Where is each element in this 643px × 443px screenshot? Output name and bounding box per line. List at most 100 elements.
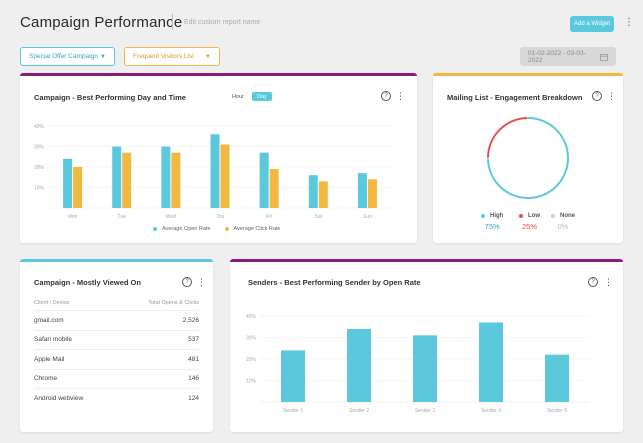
x-tick-label: Sender 3 (415, 408, 436, 414)
date-range-value: 01-02-2022 - 03-03-2022 (528, 49, 586, 64)
legend-low-label: Low (528, 213, 540, 219)
day-time-widget: Campaign - Best Performing Day and Time … (20, 73, 417, 243)
legend-open-label: Average Open Rate (162, 226, 211, 232)
campaign-select[interactable]: Special Offer Campaign ▼ (20, 47, 115, 66)
viewed-title: Campaign - Mostly Viewed On (34, 278, 141, 287)
add-widget-button[interactable]: Add a Widget (570, 16, 614, 32)
y-tick-label: 30% (34, 145, 45, 151)
y-tick-label: 40% (246, 314, 257, 320)
donut-slice-high (487, 117, 569, 199)
help-icon[interactable]: ? (588, 277, 598, 287)
x-tick-label: Sender 2 (349, 408, 370, 414)
date-range-picker[interactable]: 01-02-2022 - 03-03-2022 (520, 47, 616, 66)
bar-thu-b (220, 144, 230, 208)
x-tick-label: Wed (166, 214, 176, 220)
chevron-down-icon: ▼ (100, 53, 106, 60)
legend-none: None 0% (551, 213, 575, 231)
legend-high: High 75% (481, 213, 503, 231)
row-client: Android webview (34, 394, 84, 402)
legend-none-label: None (560, 213, 575, 219)
bar-sun-a (357, 173, 367, 208)
more-options-icon[interactable]: ⋮ (197, 277, 206, 287)
edit-report-name[interactable]: Edit custom report name (184, 19, 261, 26)
row-client: gmail.com (34, 316, 64, 324)
legend-high-label: High (490, 213, 504, 219)
bar-wed-a (161, 146, 171, 208)
viewed-widget: Campaign - Mostly Viewed On ? ⋮ Client /… (20, 259, 213, 432)
x-tick-label: Sender 1 (283, 408, 304, 414)
bar-tue-b (122, 152, 132, 208)
title-divider (172, 14, 173, 30)
page-header: Campaign Performance Edit custom report … (0, 0, 643, 44)
x-tick-label: Mon (68, 214, 78, 220)
y-tick-label: 40% (34, 124, 45, 130)
table-row: Safari mobile 537 (34, 329, 199, 350)
legend-low-dot (519, 214, 523, 218)
row-total: 146 (188, 375, 199, 383)
x-tick-label: Tue (117, 214, 126, 220)
bar-tue-a (112, 146, 122, 208)
row-total: 2,526 (182, 316, 199, 324)
legend-click-label: Average Click Rate (233, 226, 281, 232)
senders-widget: Senders - Best Performing Sender by Open… (230, 259, 623, 432)
y-tick-label: 30% (246, 336, 257, 342)
legend-low-value: 25% (521, 222, 537, 231)
table-row: Apple Mail 481 (34, 349, 199, 369)
table-header: Client / Device Total Opens & Clicks (34, 296, 199, 310)
bar-wed-b (171, 152, 181, 208)
senders-chart: 10% 20% 30% 40% Sender 1 Sender 2 Sender 3 Send… (246, 314, 590, 414)
more-options-icon[interactable]: ⋮ (624, 17, 634, 28)
x-tick-label: Fri (266, 214, 272, 220)
row-client: Chrome (34, 375, 58, 383)
bar-thu-a (210, 134, 220, 208)
viewed-table: Client / Device Total Opens & Clicks gma… (34, 296, 199, 408)
day-time-chart: 10% 20% 30% 40% Mon Tue Wed Thu Fri Sat Sun (34, 124, 392, 220)
bar-sat-b (318, 181, 328, 208)
x-tick-label: Sun (363, 214, 372, 220)
help-icon[interactable]: ? (592, 91, 602, 101)
bar-sender-3-a (413, 335, 437, 402)
day-time-legend: Average Open Rate Average Click Rate (153, 226, 281, 232)
more-options-icon[interactable]: ⋮ (604, 277, 613, 287)
x-tick-label: Thu (216, 214, 225, 220)
bar-sender-4-a (479, 322, 503, 402)
list-select-value: Frequent Visitors List (133, 53, 194, 60)
bar-sender-5-a (545, 354, 569, 402)
calendar-icon (600, 53, 608, 61)
engagement-donut (487, 117, 569, 199)
y-tick-label: 10% (34, 186, 45, 192)
x-tick-label: Sat (315, 214, 323, 220)
bar-mon-a (63, 158, 73, 208)
mailing-title: Mailing List - Engagement Breakdown (447, 93, 583, 102)
y-tick-label: 10% (246, 379, 257, 385)
y-tick-label: 20% (246, 357, 257, 363)
x-tick-label: Sender 4 (481, 408, 502, 414)
legend-none-value: 0% (557, 222, 569, 231)
day-time-title: Campaign - Best Performing Day and Time (34, 93, 186, 102)
help-icon[interactable]: ? (381, 91, 391, 101)
col-client: Client / Device (34, 300, 70, 306)
legend-none-dot (551, 214, 555, 218)
table-row: gmail.com 2,526 (34, 310, 199, 330)
legend-high-dot (481, 214, 485, 218)
senders-title: Senders - Best Performing Sender by Open… (248, 278, 421, 287)
row-total: 481 (188, 355, 199, 363)
toggle-hour[interactable]: Hour (232, 94, 244, 100)
x-tick-label: Sender 5 (547, 408, 568, 414)
more-options-icon[interactable]: ⋮ (396, 91, 405, 101)
legend-click-dot (224, 227, 229, 231)
legend-open-dot (153, 227, 157, 231)
legend-high-value: 75% (484, 222, 500, 231)
page-title: Campaign Performance (20, 14, 183, 31)
bar-fri-a (259, 152, 269, 208)
bar-sender-2-a (347, 328, 371, 402)
bar-mon-b (73, 167, 83, 208)
bar-sat-a (308, 175, 318, 208)
toggle-day[interactable]: Day (252, 92, 272, 101)
row-client: Safari mobile (34, 336, 72, 344)
campaign-select-value: Special Offer Campaign (29, 53, 98, 60)
help-icon[interactable]: ? (182, 277, 192, 287)
more-options-icon[interactable]: ⋮ (607, 91, 616, 101)
list-select[interactable]: Frequent Visitors List ▼ (124, 47, 220, 66)
chevron-down-icon: ▼ (205, 53, 211, 60)
